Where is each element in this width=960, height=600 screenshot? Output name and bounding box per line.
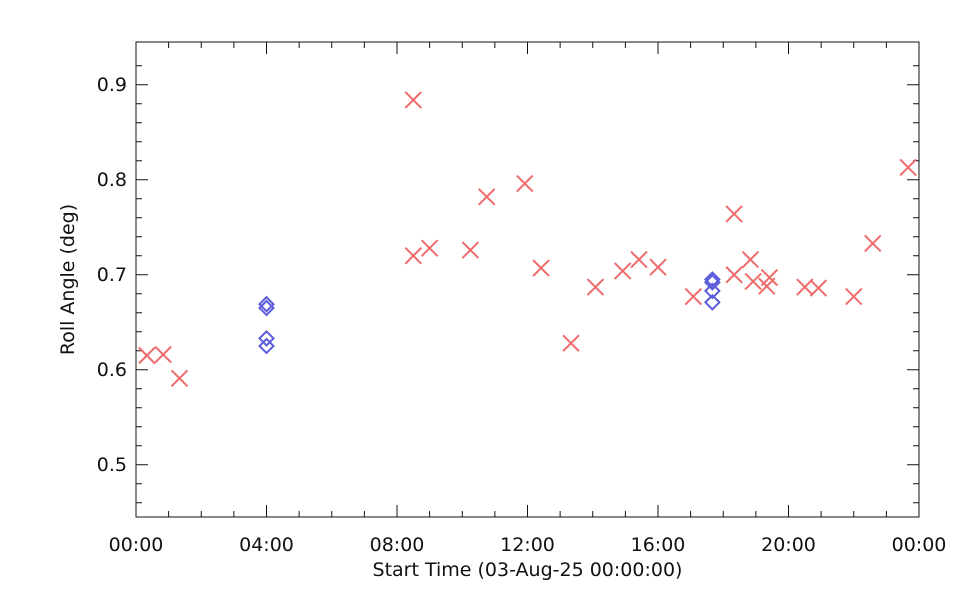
x-marker-point bbox=[796, 278, 814, 296]
x-marker-point bbox=[741, 250, 760, 269]
x-marker-point bbox=[154, 345, 172, 364]
x-marker-stroke-b bbox=[562, 334, 580, 352]
x-marker-stroke-b bbox=[744, 272, 762, 291]
x-marker-stroke-b bbox=[516, 174, 534, 193]
x-marker-point bbox=[684, 287, 703, 306]
x-marker-point bbox=[532, 259, 550, 277]
x-marker-point bbox=[562, 334, 580, 352]
x-marker-stroke-b bbox=[138, 346, 156, 365]
plot-frame bbox=[135, 41, 920, 518]
diamond-marker-point bbox=[258, 337, 275, 355]
y-tick-label: 0.7 bbox=[97, 264, 127, 286]
x-marker-point bbox=[864, 234, 882, 253]
x-marker-stroke-b bbox=[404, 247, 423, 265]
diamond-marker-point bbox=[258, 295, 275, 313]
x-marker-stroke-b bbox=[741, 250, 760, 269]
x-marker-stroke-b bbox=[630, 250, 648, 269]
x-marker-point bbox=[516, 174, 534, 193]
marks-group bbox=[138, 91, 917, 388]
x-tick-label: 04:00 bbox=[239, 534, 294, 556]
x-marker-point bbox=[478, 188, 496, 206]
x-marker-point bbox=[138, 346, 156, 365]
diamond-marker-point bbox=[703, 282, 721, 300]
x-marker-point bbox=[586, 278, 605, 296]
x-marker-stroke-b bbox=[760, 268, 779, 287]
x-marker-point bbox=[630, 250, 648, 269]
y-tick-label: 0.6 bbox=[97, 359, 127, 381]
x-marker-stroke-b bbox=[461, 241, 480, 259]
y-axis-title: Roll Angle (deg) bbox=[57, 204, 79, 355]
x-marker-point bbox=[899, 158, 917, 177]
x-marker-stroke-b bbox=[478, 188, 496, 206]
x-marker-stroke-b bbox=[899, 158, 917, 177]
x-marker-point bbox=[845, 287, 863, 306]
x-marker-point bbox=[404, 247, 423, 265]
x-marker-point bbox=[744, 272, 762, 291]
x-marker-point bbox=[170, 369, 189, 388]
x-tick-label: 00:00 bbox=[109, 534, 164, 556]
x-tick-label: 12:00 bbox=[500, 534, 555, 556]
x-marker-stroke-b bbox=[864, 234, 882, 253]
x-marker-stroke-b bbox=[809, 279, 828, 297]
x-tick-label: 00:00 bbox=[892, 534, 947, 556]
x-tick-label: 20:00 bbox=[761, 534, 816, 556]
diamond-marker-point bbox=[703, 273, 721, 291]
x-marker-stroke-b bbox=[684, 287, 703, 306]
axis-group: 00:00 04:00 08:00 12:00 16:00 20:00 00:00 0.5 0.… bbox=[97, 42, 947, 556]
x-marker-point bbox=[420, 239, 439, 257]
x-marker-stroke-b bbox=[532, 259, 550, 277]
x-marker-stroke-b bbox=[796, 278, 814, 296]
x-marker-point bbox=[760, 268, 779, 287]
x-marker-point bbox=[461, 241, 480, 259]
x-marker-point bbox=[649, 258, 667, 276]
x-marker-point bbox=[613, 262, 632, 280]
x-marker-point bbox=[809, 279, 828, 297]
x-marker-stroke-b bbox=[420, 239, 439, 257]
x-tick-label: 08:00 bbox=[370, 534, 425, 556]
x-marker-stroke-b bbox=[649, 258, 667, 276]
x-marker-point bbox=[725, 205, 743, 223]
x-marker-stroke-b bbox=[845, 287, 863, 306]
x-marker-point bbox=[404, 91, 423, 109]
y-tick-label: 0.8 bbox=[97, 169, 127, 191]
x-marker-stroke-b bbox=[725, 266, 743, 284]
y-tick-label: 0.9 bbox=[97, 74, 127, 96]
x-marker-stroke-b bbox=[154, 345, 172, 364]
x-tick-label: 16:00 bbox=[631, 534, 686, 556]
x-marker-stroke-b bbox=[613, 262, 632, 280]
x-axis-title: Start Time (03-Aug-25 00:00:00) bbox=[373, 559, 683, 581]
y-tick-label: 0.5 bbox=[97, 454, 127, 476]
diamond-marker-point bbox=[258, 299, 275, 317]
x-marker-stroke-b bbox=[725, 205, 743, 223]
diamond-marker-point bbox=[703, 271, 721, 288]
x-marker-stroke-b bbox=[170, 369, 189, 388]
x-marker-stroke-b bbox=[404, 91, 423, 109]
diamond-marker-point bbox=[703, 293, 721, 311]
diamond-marker-point bbox=[258, 329, 275, 347]
x-marker-point bbox=[725, 266, 743, 284]
x-marker-stroke-b bbox=[586, 278, 605, 296]
